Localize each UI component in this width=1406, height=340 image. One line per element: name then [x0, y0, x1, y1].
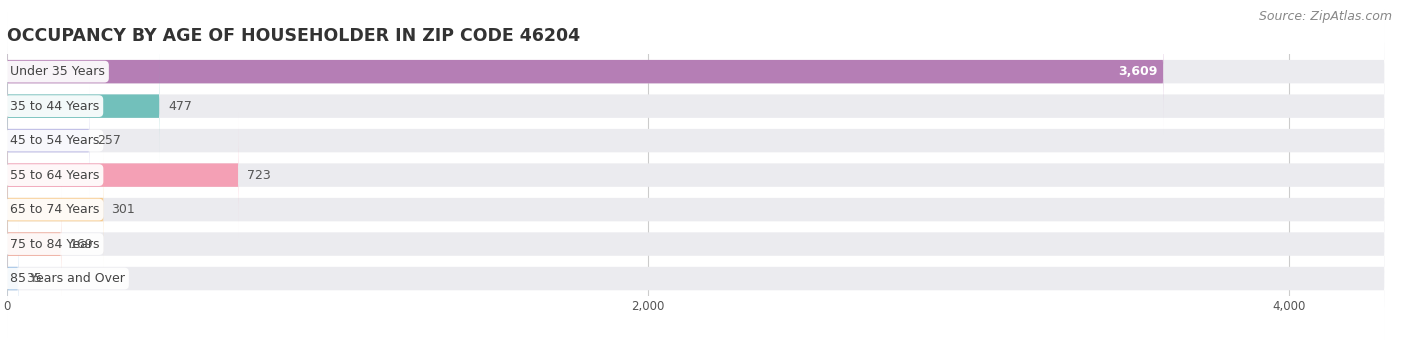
Text: 45 to 54 Years: 45 to 54 Years	[10, 134, 98, 147]
Text: 723: 723	[246, 169, 270, 182]
Text: Under 35 Years: Under 35 Years	[10, 65, 104, 78]
FancyBboxPatch shape	[7, 113, 239, 238]
Text: OCCUPANCY BY AGE OF HOUSEHOLDER IN ZIP CODE 46204: OCCUPANCY BY AGE OF HOUSEHOLDER IN ZIP C…	[7, 27, 581, 45]
FancyBboxPatch shape	[7, 78, 90, 203]
Text: 477: 477	[167, 100, 191, 113]
Text: 75 to 84 Years: 75 to 84 Years	[10, 238, 98, 251]
FancyBboxPatch shape	[7, 182, 62, 306]
Text: 169: 169	[69, 238, 93, 251]
FancyBboxPatch shape	[7, 147, 1385, 272]
FancyBboxPatch shape	[7, 44, 160, 169]
FancyBboxPatch shape	[7, 216, 18, 340]
Text: Source: ZipAtlas.com: Source: ZipAtlas.com	[1258, 10, 1392, 23]
Text: 65 to 74 Years: 65 to 74 Years	[10, 203, 98, 216]
Text: 35: 35	[27, 272, 42, 285]
FancyBboxPatch shape	[7, 9, 1164, 134]
Text: 301: 301	[111, 203, 135, 216]
Text: 55 to 64 Years: 55 to 64 Years	[10, 169, 98, 182]
FancyBboxPatch shape	[7, 113, 1385, 238]
FancyBboxPatch shape	[7, 9, 1385, 134]
Text: 85 Years and Over: 85 Years and Over	[10, 272, 125, 285]
FancyBboxPatch shape	[7, 182, 1385, 306]
Text: 3,609: 3,609	[1118, 65, 1157, 78]
FancyBboxPatch shape	[7, 78, 1385, 203]
FancyBboxPatch shape	[7, 147, 104, 272]
FancyBboxPatch shape	[7, 216, 1385, 340]
FancyBboxPatch shape	[7, 44, 1385, 169]
Text: 35 to 44 Years: 35 to 44 Years	[10, 100, 98, 113]
Text: 257: 257	[97, 134, 121, 147]
